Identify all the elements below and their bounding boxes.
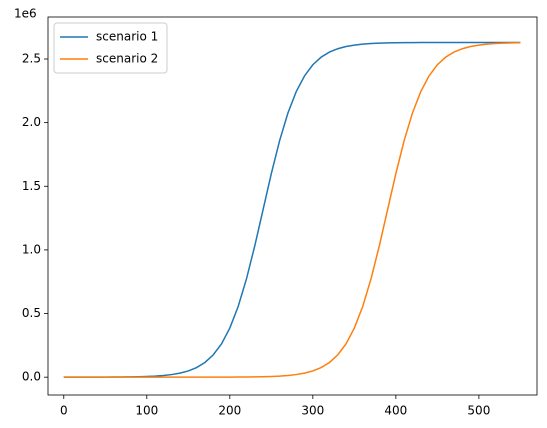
y-tick-label: 2.5 bbox=[22, 52, 41, 66]
y-tick-label: 2.0 bbox=[22, 115, 41, 129]
y-tick-label: 0.5 bbox=[22, 306, 41, 320]
y-tick-label: 1.0 bbox=[22, 242, 41, 256]
plot-frame bbox=[47, 16, 538, 396]
x-tick-label: 500 bbox=[467, 404, 490, 418]
legend-label: scenario 1 bbox=[96, 30, 158, 44]
x-tick-label: 300 bbox=[301, 404, 324, 418]
series-line bbox=[63, 41, 521, 378]
y-tick-label: 0.0 bbox=[22, 370, 41, 384]
x-tick-label: 400 bbox=[384, 404, 407, 418]
legend-label: scenario 2 bbox=[96, 52, 158, 66]
x-tick-label: 100 bbox=[135, 404, 158, 418]
x-tick-label: 200 bbox=[218, 404, 241, 418]
y-tick-label: 1.5 bbox=[22, 179, 41, 193]
y-offset-label: 1e6 bbox=[14, 7, 37, 21]
legend-box bbox=[53, 22, 168, 74]
series-line bbox=[63, 42, 521, 378]
x-tick-label: 0 bbox=[60, 404, 68, 418]
